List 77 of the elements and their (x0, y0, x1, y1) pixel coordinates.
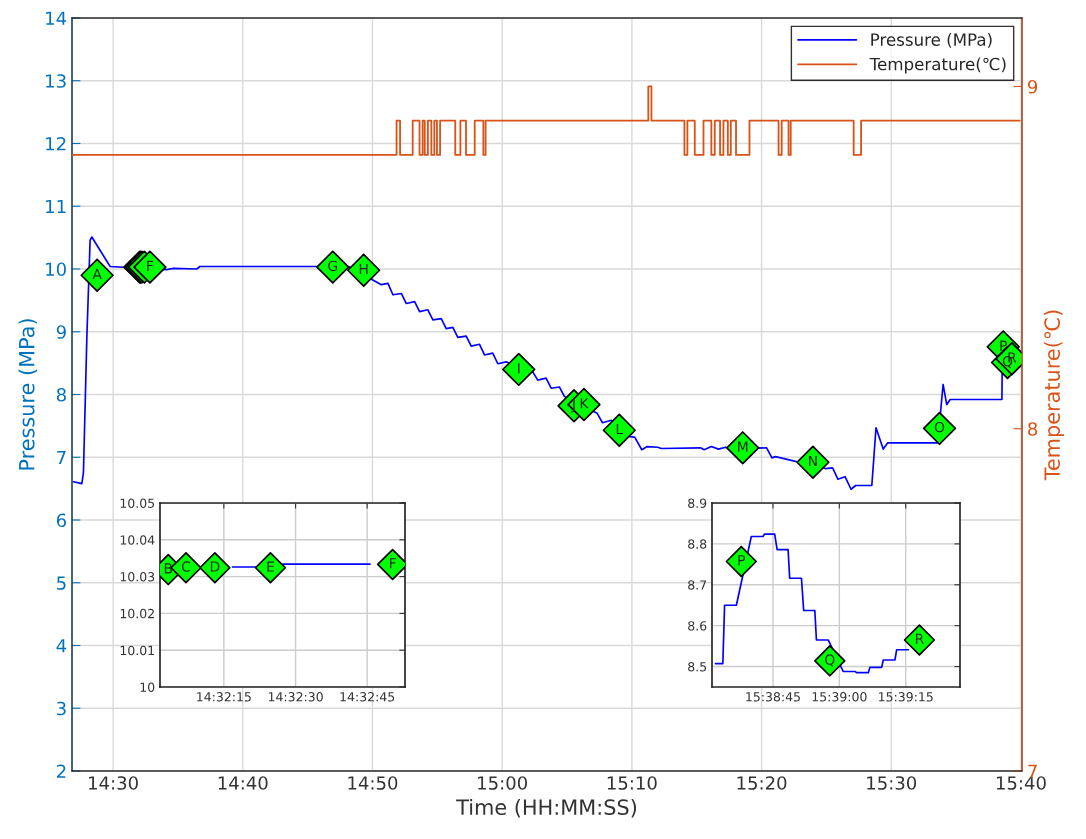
y-tick-label: 8.7 (688, 580, 707, 590)
y2-tick-label: 7 (1028, 764, 1037, 778)
data-label: P (738, 555, 745, 566)
point (922, 411, 957, 446)
data-label: F (147, 260, 154, 271)
y-axis-title: Pressure (MPa) (18, 319, 38, 470)
y-tick-label: 8.8 (688, 539, 707, 549)
x-tick-label: 15:20 (737, 776, 787, 790)
x-tick-label: 15:40 (996, 776, 1046, 790)
y-tick-label: 12 (46, 136, 66, 151)
data-label: F (389, 558, 396, 569)
data-label: L (616, 423, 624, 435)
data-label: R (915, 633, 924, 644)
x-tick-label: 15:39:00 (812, 692, 867, 702)
point (726, 431, 760, 465)
y-tick-label: 11 (46, 199, 66, 214)
point (796, 445, 830, 479)
y-tick-label: 6 (56, 513, 66, 528)
x-axis-title: Time (HH:MM:SS) (456, 798, 637, 818)
data-label: G (328, 260, 338, 272)
data-label: Q (825, 654, 835, 667)
data-label: K (580, 398, 589, 409)
x-tick-label: 14:32:45 (340, 692, 395, 702)
y-tick-label: 10.03 (120, 572, 155, 582)
x-tick-label: 14:32:30 (268, 692, 323, 702)
data-label: I (518, 363, 520, 374)
point (346, 253, 381, 287)
y-tick-label: 10 (46, 262, 66, 277)
y2-axis-title: Temperature(℃) (1043, 310, 1065, 481)
y-tick-label: 9 (56, 325, 66, 339)
y-tick-label: 7 (57, 450, 66, 465)
point (903, 624, 936, 656)
x-tick-label: 14:32:15 (197, 692, 251, 702)
x-tick-label: 15:38:45 (746, 692, 800, 702)
data-label: O (934, 421, 945, 433)
y2-tick-label: 9 (1028, 79, 1038, 94)
data-label: H (359, 263, 368, 275)
y-tick-label: 10.04 (120, 535, 155, 545)
point (602, 413, 636, 447)
y-tick-label: 8 (56, 387, 66, 402)
data-label: P (1000, 340, 1007, 351)
x-tick-label: 15:00 (478, 776, 527, 790)
y-tick-label: 14 (46, 11, 67, 25)
data-label: N (809, 455, 817, 467)
point (725, 545, 758, 578)
y-tick-label: 8.6 (688, 621, 707, 631)
x-tick-label: 14:40 (218, 776, 268, 790)
y-tick-label: 13 (46, 74, 66, 88)
x-tick-label: 15:30 (867, 776, 917, 790)
y-tick-label: 4 (56, 639, 67, 653)
point (133, 250, 167, 284)
y-tick-label: 10.01 (120, 645, 154, 656)
y2-tick-label: 8 (1028, 422, 1038, 436)
x-tick-label: 14:30 (89, 776, 138, 790)
data-label: B (164, 563, 173, 574)
y-tick-label: 3 (57, 701, 66, 716)
data-label: E (267, 561, 274, 572)
data-label: A (92, 268, 102, 280)
y-tick-label: 10 (140, 682, 155, 692)
point (80, 258, 114, 292)
point (502, 352, 536, 387)
data-label: M (738, 441, 748, 452)
y-tick-label: 2 (56, 764, 66, 778)
x-tick-label: 15:39:15 (879, 692, 933, 702)
y-tick-label: 8.5 (688, 662, 707, 672)
point (316, 250, 350, 284)
legend-label: Pressure (MPa) (871, 33, 992, 48)
x-tick-label: 15:10 (607, 776, 657, 790)
data-label: J (571, 399, 575, 413)
y-tick-label: 10.02 (120, 608, 154, 619)
x-tick-label: 14:50 (348, 776, 398, 790)
y-tick-label: 5 (57, 576, 66, 590)
y-tick-label: 8.9 (688, 498, 707, 508)
y-tick-label: 10.05 (120, 498, 155, 508)
data-label: C (181, 561, 191, 572)
legend-label: Temperature(℃) (869, 57, 1006, 74)
data-label: D (210, 561, 220, 572)
